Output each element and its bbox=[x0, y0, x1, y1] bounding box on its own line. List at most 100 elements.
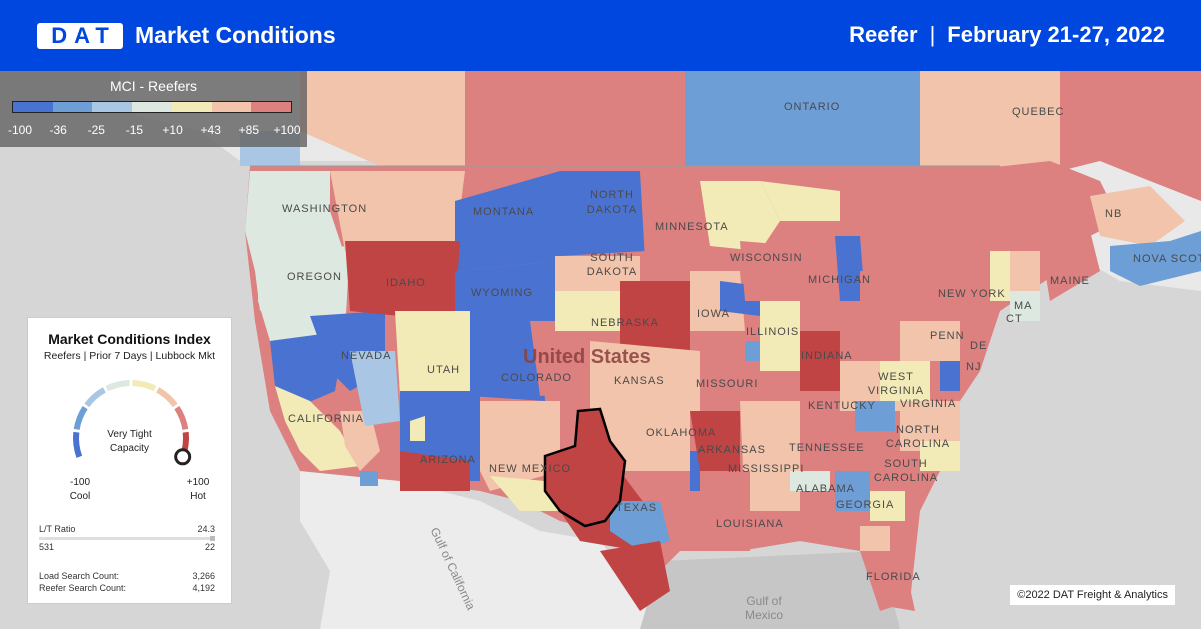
region-wyoming bbox=[455, 261, 560, 326]
gauge-max-label: Hot bbox=[190, 491, 206, 502]
gulf-of-mexico bbox=[640, 551, 900, 629]
region-massachusetts bbox=[1010, 291, 1040, 321]
legend-tick: +10 bbox=[162, 123, 183, 137]
label-nebraska: NEBRASKA bbox=[591, 317, 659, 329]
legend-color-scale bbox=[12, 101, 292, 113]
load-search-label: Load Search Count: bbox=[39, 571, 120, 581]
label-nb: NB bbox=[1105, 208, 1122, 220]
region-s-new-mexico bbox=[490, 476, 560, 511]
region-colorado-west bbox=[470, 321, 545, 401]
header-right: Reefer | February 21-27, 2022 bbox=[849, 22, 1165, 48]
copyright-notice: ©2022 DAT Freight & Analytics bbox=[1010, 585, 1175, 605]
reefer-search-value: 4,192 bbox=[192, 583, 215, 593]
lt-ratio-value: 24.3 bbox=[197, 524, 215, 534]
label-minnesota: MINNESOTA bbox=[655, 221, 729, 233]
region-vegas bbox=[410, 416, 425, 441]
market-map[interactable]: ONTARIO QUEBEC NORTH DAKOTA MONTANA WASHI… bbox=[0, 71, 1201, 629]
region-colorado-east bbox=[530, 321, 595, 396]
legend-swatch-3 bbox=[132, 102, 172, 112]
load-search-value: 3,266 bbox=[192, 571, 215, 581]
region-north-carolina-east bbox=[920, 441, 960, 471]
lt-ratio-label: L/T Ratio bbox=[39, 524, 76, 534]
label-indiana: INDIANA bbox=[801, 350, 853, 362]
region-michigan-west bbox=[835, 236, 865, 301]
lt-ratio-bar bbox=[39, 536, 215, 541]
region-wisconsin bbox=[740, 241, 800, 301]
label-ontario: ONTARIO bbox=[784, 101, 840, 113]
label-kansas: KANSAS bbox=[614, 375, 665, 387]
label-tennessee: TENNESSEE bbox=[789, 442, 865, 454]
label-penn: PENN bbox=[930, 330, 965, 342]
region-nh bbox=[1010, 251, 1040, 291]
region-texas-central bbox=[610, 501, 670, 551]
label-louisiana: LOUISIANA bbox=[716, 518, 784, 530]
gauge-segment-5 bbox=[156, 387, 178, 408]
label-ct: CT bbox=[1006, 313, 1023, 325]
legend-title: MCI - Reefers bbox=[109, 78, 198, 94]
gauge-segment-1 bbox=[73, 405, 88, 431]
region-ohio-west bbox=[860, 271, 905, 321]
region-vermont bbox=[990, 251, 1010, 301]
region-arkansas bbox=[690, 411, 740, 471]
region-mississippi bbox=[740, 401, 800, 511]
label-north-dakota: NORTH DAKOTA bbox=[587, 189, 637, 216]
legend-ticks: -100 -36 -25 -15 +10 +43 +85 +100 bbox=[0, 123, 307, 139]
gauge-status-line1: Very Tight bbox=[107, 429, 152, 440]
legend-tick: +43 bbox=[200, 123, 221, 137]
region-new-mexico bbox=[480, 401, 560, 491]
legend-tick: -100 bbox=[7, 123, 33, 137]
label-missouri: MISSOURI bbox=[696, 378, 758, 390]
region-florida bbox=[860, 541, 915, 611]
label-illinois: ILLINOIS bbox=[746, 326, 799, 338]
label-united-states: United States bbox=[523, 346, 651, 368]
region-indiana bbox=[800, 331, 840, 391]
label-de: DE bbox=[970, 340, 987, 352]
label-north-carolina: NORTH CAROLINA bbox=[886, 424, 950, 450]
region-montana-west bbox=[330, 171, 465, 251]
region-bc-north bbox=[300, 71, 465, 166]
label-nevada: NEVADA bbox=[341, 350, 391, 362]
market-conditions-panel: Market Conditions Index Reefers | Prior … bbox=[27, 317, 232, 604]
header-separator: | bbox=[929, 22, 936, 47]
label-washington: WASHINGTON bbox=[282, 203, 367, 215]
panel-title: Market Conditions Index bbox=[48, 331, 211, 347]
region-penn-west bbox=[900, 321, 960, 361]
label-maine: MAINE bbox=[1050, 275, 1090, 287]
label-texas: TEXAS bbox=[616, 502, 657, 514]
legend-swatch-5 bbox=[211, 102, 252, 112]
gauge-segment-3 bbox=[105, 380, 130, 392]
region-s-arizona bbox=[400, 451, 470, 491]
mci-gauge bbox=[73, 380, 192, 466]
label-idaho: IDAHO bbox=[386, 277, 426, 289]
label-mississippi: MISSISSIPPI bbox=[728, 463, 804, 475]
legend-tick: -36 bbox=[49, 123, 67, 137]
region-kansas bbox=[590, 341, 700, 411]
header-bar: DAT Market Conditions Reefer | February … bbox=[0, 0, 1201, 71]
region-upper-michigan bbox=[760, 181, 840, 221]
gauge-max-value: +100 bbox=[186, 477, 210, 488]
label-south-carolina: SOUTH CAROLINA bbox=[874, 458, 938, 484]
lubbock-market[interactable] bbox=[543, 407, 627, 528]
label-virginia: VIRGINIA bbox=[900, 398, 956, 410]
load-search-row: Load Search Count: 3,266 bbox=[39, 571, 215, 581]
gauge-min-label: Cool bbox=[69, 491, 91, 502]
label-oregon: OREGON bbox=[287, 271, 342, 283]
app-title: Market Conditions bbox=[135, 22, 336, 48]
region-maine bbox=[1040, 231, 1100, 301]
region-idaho bbox=[345, 241, 460, 316]
label-new-york: NEW YORK bbox=[938, 288, 1006, 300]
reefer-search-row: Reefer Search Count: 4,192 bbox=[39, 583, 215, 593]
gauge-segment-4 bbox=[132, 380, 157, 392]
dat-logo[interactable]: DAT bbox=[37, 22, 123, 49]
region-quebec-east bbox=[1060, 71, 1201, 201]
label-kentucky: KENTUCKY bbox=[808, 400, 876, 412]
label-quebec: QUEBEC bbox=[1012, 106, 1064, 118]
gauge-status-line2: Capacity bbox=[110, 443, 149, 454]
gauge-segment-6 bbox=[174, 405, 189, 431]
region-texas-south bbox=[600, 541, 670, 611]
region-utah bbox=[395, 311, 470, 396]
legend-swatch-6 bbox=[251, 102, 292, 112]
label-new-mexico: NEW MEXICO bbox=[489, 463, 571, 475]
gauge-segment-2 bbox=[84, 387, 106, 408]
label-alabama: ALABAMA bbox=[796, 483, 855, 495]
